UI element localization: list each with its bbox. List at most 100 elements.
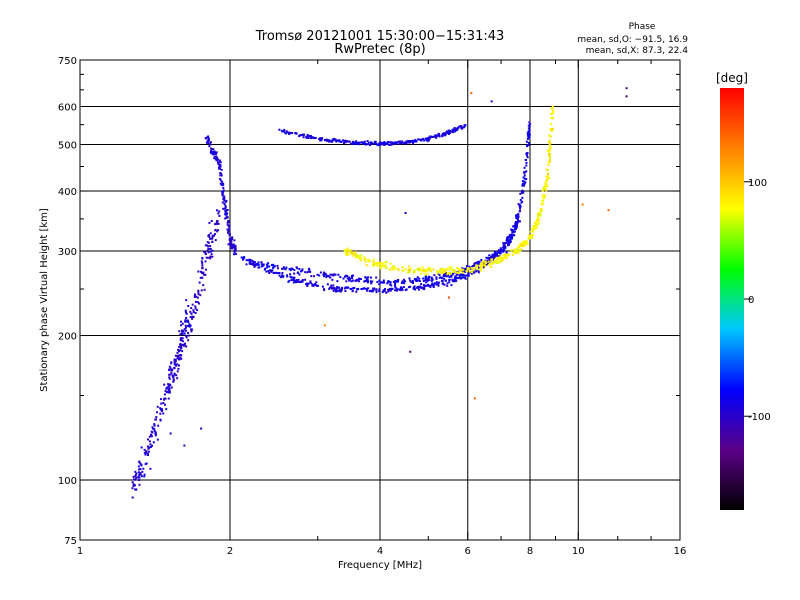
echo-point [339, 276, 342, 279]
echo-point [179, 349, 182, 352]
echo-point [445, 131, 448, 134]
echo-point [442, 275, 445, 278]
echo-point [426, 280, 429, 283]
echo-point [447, 296, 450, 299]
echo-point [364, 287, 367, 290]
echo-point [173, 372, 176, 375]
echo-point [459, 269, 462, 272]
echo-point [168, 377, 171, 380]
echo-point [423, 288, 426, 291]
echo-point [428, 269, 431, 272]
echo-point [335, 288, 338, 291]
echo-point [502, 247, 505, 250]
echo-point [167, 383, 170, 386]
echo-point [518, 220, 521, 223]
echo-point [455, 271, 458, 274]
echo-point [388, 268, 391, 271]
echo-point [278, 274, 281, 277]
echo-point [386, 282, 389, 285]
echo-point [230, 245, 233, 248]
echo-point [225, 215, 228, 218]
echo-point [285, 266, 288, 269]
echo-point [203, 288, 206, 291]
echo-point [176, 377, 179, 380]
echo-point [159, 412, 162, 415]
echo-point [357, 288, 360, 291]
echo-point [351, 252, 354, 255]
echo-point [372, 289, 375, 292]
echo-point [535, 220, 538, 223]
echo-point [306, 133, 309, 136]
echo-point [517, 213, 520, 216]
echo-point [433, 135, 436, 138]
echo-point [492, 257, 495, 260]
echo-point [383, 290, 386, 293]
y-tick-label: 400 [58, 187, 77, 198]
echo-point [399, 289, 402, 292]
echo-point [467, 272, 470, 275]
echo-point [435, 136, 438, 139]
echo-point [343, 275, 346, 278]
echo-point [155, 416, 158, 419]
echo-point [209, 248, 212, 251]
echo-point [542, 187, 545, 190]
echo-point [199, 270, 202, 273]
echo-point [193, 293, 196, 296]
echo-point [409, 350, 412, 353]
echo-point [625, 87, 628, 90]
echo-point [156, 438, 159, 441]
echo-point [171, 374, 174, 377]
echo-point [451, 280, 454, 283]
echo-point [372, 287, 375, 290]
echo-point [547, 153, 550, 156]
echo-point [510, 236, 513, 239]
echo-point [498, 261, 501, 264]
echo-point [477, 271, 480, 274]
echo-point [203, 250, 206, 253]
echo-point [351, 254, 354, 257]
echo-point [202, 271, 205, 274]
echo-point [190, 307, 193, 310]
echo-point [375, 288, 378, 291]
echo-point [346, 277, 349, 280]
echo-point [394, 283, 397, 286]
echo-point [163, 398, 166, 401]
echo-point [446, 268, 449, 271]
echo-point [194, 300, 197, 303]
echo-point [435, 277, 438, 280]
echo-point [248, 262, 251, 265]
echo-point [550, 117, 553, 120]
echo-point [546, 185, 549, 188]
echo-point [428, 284, 431, 287]
echo-point [256, 263, 259, 266]
echo-point [179, 343, 182, 346]
echo-point [378, 279, 381, 282]
echo-point [306, 284, 309, 287]
echo-point [185, 320, 188, 323]
echo-point [422, 284, 425, 287]
echo-point [198, 281, 201, 284]
echo-point [218, 167, 221, 170]
echo-point [147, 438, 150, 441]
colorbar-tick-label: 100 [748, 178, 767, 189]
echo-point [228, 239, 231, 242]
echo-point [218, 159, 221, 162]
echo-point [230, 246, 233, 249]
echo-point [548, 139, 551, 142]
echo-point [410, 140, 413, 143]
echo-point [180, 324, 183, 327]
echo-point [337, 273, 340, 276]
echo-point [414, 138, 417, 141]
echo-point [332, 138, 335, 141]
echo-point [199, 294, 202, 297]
echo-point [521, 200, 524, 203]
echo-point [407, 269, 410, 272]
echo-point [372, 263, 375, 266]
echo-point [509, 234, 512, 237]
echo-point [363, 142, 366, 145]
echo-points [131, 87, 628, 499]
echo-point [482, 265, 485, 268]
y-tick-label: 100 [58, 476, 77, 487]
echo-point [172, 379, 175, 382]
echo-point [507, 238, 510, 241]
